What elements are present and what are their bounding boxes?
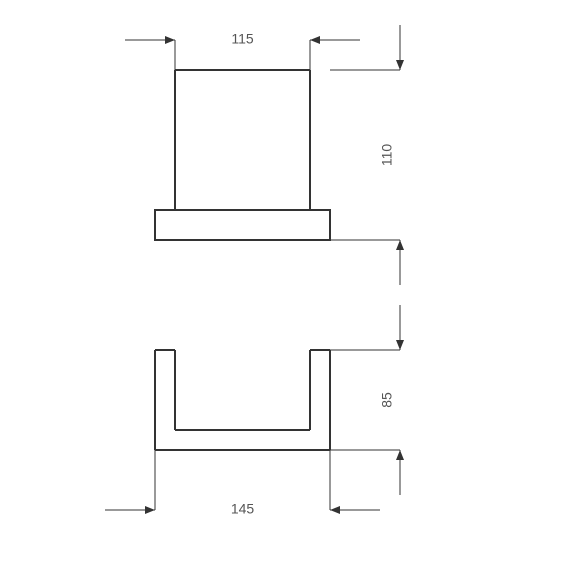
top-base [155,210,330,240]
arrowhead [330,506,340,514]
arrowhead [396,450,404,460]
dim-145: 145 [105,450,380,517]
arrowhead [396,240,404,250]
arrowhead [145,506,155,514]
dim-115: 115 [125,31,360,70]
dim-85: 85 [330,305,404,495]
arrowhead [310,36,320,44]
dim-110: 110 [330,25,404,285]
arrowhead [396,340,404,350]
dim-label: 115 [231,31,254,47]
arrowhead [396,60,404,70]
dim-label: 110 [379,144,395,167]
dim-label: 145 [231,501,255,517]
top-view [155,70,330,240]
front-view [155,350,330,450]
arrowhead [165,36,175,44]
dim-label: 85 [379,392,395,408]
